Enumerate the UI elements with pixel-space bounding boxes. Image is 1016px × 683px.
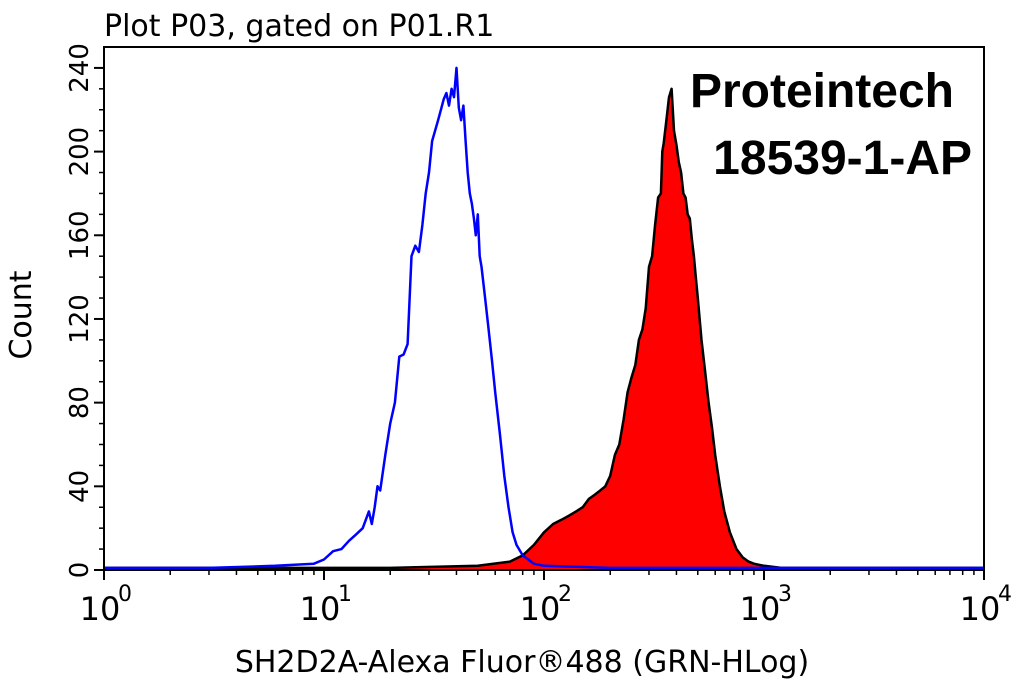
x-tick-exponent: 2 (558, 582, 572, 607)
x-tick-label: 10 (300, 590, 341, 628)
annotation-catalog-number: 18539-1-AP (713, 132, 972, 185)
x-tick-label: 10 (80, 590, 121, 628)
x-axis-label: SH2D2A-Alexa Fluor®488 (GRN-HLog) (235, 645, 809, 680)
y-axis: 0 40 80 120 160 200 240 (65, 43, 104, 578)
series-1-outline (104, 87, 984, 570)
y-tick-label: 80 (65, 386, 95, 419)
x-axis: 100 101 102 103 104 (80, 570, 1012, 628)
plot-frame (103, 46, 985, 571)
series-0-line (104, 66, 984, 570)
x-tick-exponent: 1 (338, 582, 352, 607)
x-tick-exponent: 4 (998, 582, 1012, 607)
x-tick-label: 10 (740, 590, 781, 628)
y-tick-label: 240 (65, 43, 95, 93)
x-tick-label: 10 (520, 590, 561, 628)
y-axis-label: Count (4, 270, 39, 359)
x-tick-exponent: 0 (118, 582, 132, 607)
y-tick-label: 160 (65, 210, 95, 260)
x-tick-label: 10 (960, 590, 1001, 628)
y-tick-label: 40 (65, 470, 95, 503)
annotation-company: Proteintech (690, 65, 954, 118)
y-tick-label: 120 (65, 294, 95, 344)
x-tick-exponent: 3 (778, 582, 792, 607)
chart-title: Plot P03, gated on P01.R1 (104, 9, 494, 44)
y-tick-label: 200 (65, 127, 95, 177)
y-tick-label: 0 (65, 562, 95, 579)
series-layer (104, 66, 984, 571)
